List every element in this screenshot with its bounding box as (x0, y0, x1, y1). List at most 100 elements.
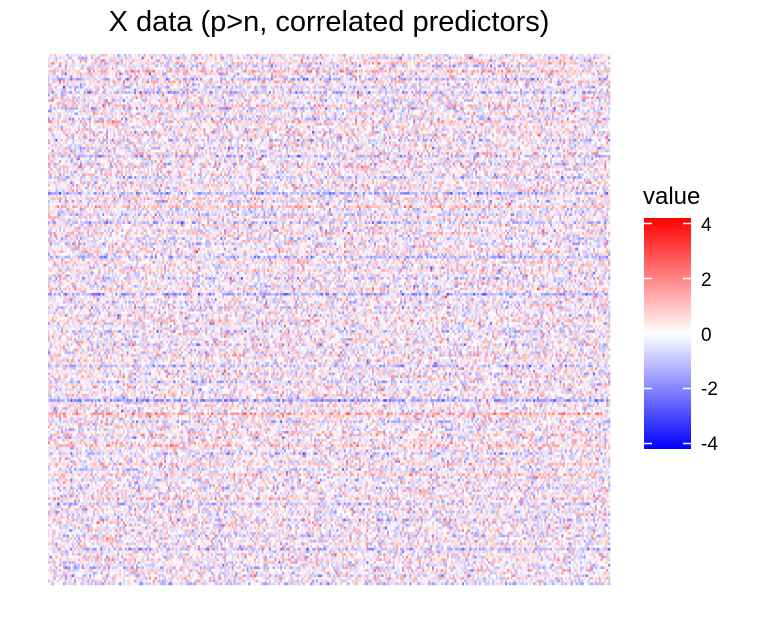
heatmap-cell (269, 59, 271, 62)
heatmap-cell (372, 57, 374, 60)
heatmap-cell (430, 57, 432, 60)
heatmap-cell (202, 59, 204, 62)
heatmap-cell (115, 57, 117, 60)
heatmap-cell (134, 54, 136, 57)
heatmap-cell (539, 54, 541, 57)
heatmap-cell (247, 57, 249, 60)
heatmap-cell (85, 54, 87, 57)
heatmap-cell (484, 57, 486, 60)
heatmap-cell (265, 54, 267, 57)
heatmap-cell (233, 57, 235, 60)
heatmap-cell (415, 57, 417, 60)
heatmap-cell (228, 57, 230, 60)
heatmap-cell (410, 59, 412, 62)
heatmap-cell (441, 54, 443, 57)
heatmap-cell (164, 57, 166, 60)
heatmap-cell (490, 57, 492, 60)
heatmap-cell (307, 57, 309, 60)
heatmap-cell (413, 54, 415, 57)
heatmap-cell (144, 54, 146, 57)
heatmap-cell (65, 59, 67, 62)
heatmap-cell (535, 57, 537, 60)
heatmap-cell (256, 59, 258, 62)
heatmap-cell (153, 57, 155, 60)
heatmap-cell (376, 57, 378, 60)
heatmap-cell (396, 57, 398, 60)
heatmap-cell (218, 59, 220, 62)
heatmap-cell (473, 59, 475, 62)
heatmap-cell (603, 57, 605, 60)
heatmap-cell (436, 59, 438, 62)
heatmap-cell (513, 54, 515, 57)
heatmap-cell (336, 57, 338, 60)
heatmap-cell (144, 57, 146, 60)
heatmap-cell (396, 59, 398, 62)
heatmap-cell (305, 54, 307, 57)
heatmap-cell (196, 59, 198, 62)
heatmap-cell (563, 57, 565, 60)
heatmap-cell (106, 57, 108, 60)
heatmap-cell (449, 54, 451, 57)
heatmap-cell (537, 54, 539, 57)
heatmap-cell (217, 57, 219, 60)
heatmap-cell (460, 57, 462, 60)
heatmap-cell (475, 54, 477, 57)
heatmap-cell (288, 57, 290, 60)
heatmap-cell (241, 57, 243, 60)
heatmap-cell (233, 54, 235, 57)
heatmap-cell (335, 54, 337, 57)
heatmap-cell (447, 59, 449, 62)
heatmap-cell (134, 59, 136, 62)
heatmap-cell (365, 59, 367, 62)
heatmap-cell (365, 57, 367, 60)
heatmap-cell (580, 54, 582, 57)
heatmap-cell (456, 54, 458, 57)
heatmap-cell (80, 57, 82, 60)
heatmap-cell (95, 57, 97, 60)
heatmap-cell (381, 54, 383, 57)
heatmap-cell (52, 57, 54, 60)
heatmap-cell (89, 59, 91, 62)
heatmap-cell (350, 57, 352, 60)
heatmap-cell (404, 57, 406, 60)
heatmap-cell (419, 59, 421, 62)
heatmap-cell (507, 54, 509, 57)
heatmap-cell (273, 59, 275, 62)
heatmap-cell (78, 57, 80, 60)
heatmap-cell (522, 54, 524, 57)
heatmap-cell (381, 59, 383, 62)
heatmap-cell (87, 59, 89, 62)
heatmap-cell (95, 59, 97, 62)
heatmap-cell (91, 59, 93, 62)
heatmap-cell (488, 57, 490, 60)
heatmap-cell (222, 59, 224, 62)
heatmap-cell (295, 59, 297, 62)
heatmap-cell (333, 54, 335, 57)
heatmap-cell (84, 59, 86, 62)
heatmap-cell (185, 57, 187, 60)
heatmap-cell (200, 59, 202, 62)
heatmap-cell (350, 54, 352, 57)
heatmap-cell (479, 59, 481, 62)
heatmap-cell (580, 57, 582, 60)
heatmap-cell (368, 54, 370, 57)
heatmap-cell (87, 57, 89, 60)
heatmap-cell (93, 57, 95, 60)
heatmap-cell (546, 59, 548, 62)
heatmap-cell (599, 57, 601, 60)
heatmap-cell (132, 59, 134, 62)
heatmap-cell (378, 57, 380, 60)
heatmap-cell (215, 57, 217, 60)
heatmap-cell (168, 57, 170, 60)
heatmap-cell (398, 54, 400, 57)
heatmap-cell (398, 59, 400, 62)
heatmap-cell (235, 57, 237, 60)
heatmap-cell (531, 57, 533, 60)
heatmap-cell (552, 57, 554, 60)
heatmap-cell (190, 57, 192, 60)
heatmap-row (48, 59, 610, 62)
heatmap-cell (155, 59, 157, 62)
heatmap-cell (406, 54, 408, 57)
heatmap-cell (383, 54, 385, 57)
heatmap-cell (350, 59, 352, 62)
